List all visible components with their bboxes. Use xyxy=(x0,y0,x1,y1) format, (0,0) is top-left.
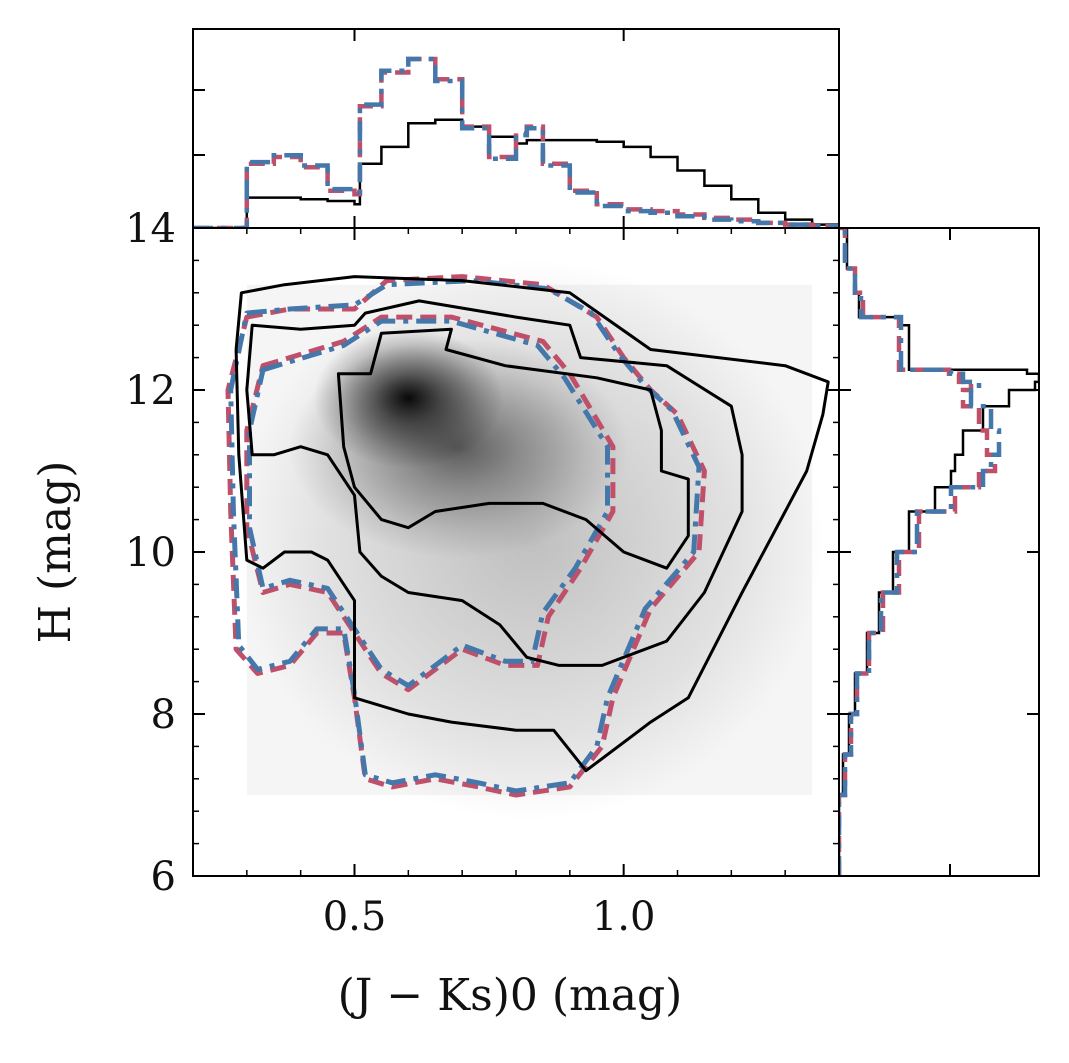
contour-black-solid-outer xyxy=(234,275,830,773)
top-axes-frame xyxy=(192,28,840,229)
y-tick-label: 12 xyxy=(125,368,176,414)
contour-blue-dashdot-middle xyxy=(247,318,610,689)
top-hist-red-dashed xyxy=(193,56,839,228)
contour-black-solid-inner xyxy=(336,327,690,570)
contour-red-dashed-outer xyxy=(225,274,707,798)
main-tick-labels: 0.5 1.0 6 8 10 12 14 xyxy=(125,206,655,940)
top-ticks xyxy=(193,29,839,228)
density-peak xyxy=(313,328,504,469)
y-tick-label: 6 xyxy=(151,854,176,900)
right-histogram-lines xyxy=(839,228,1039,876)
right-marginal-histogram xyxy=(838,227,1040,877)
x-tick-label: 1.0 xyxy=(592,894,656,940)
right-hist-black-solid xyxy=(839,228,1039,876)
contour-red-dashed-middle xyxy=(244,314,616,693)
y-tick-label: 14 xyxy=(125,206,176,252)
right-ticks xyxy=(839,228,1039,876)
x-tick-label: 0.5 xyxy=(323,894,387,940)
density-heatmap xyxy=(235,259,824,821)
main-scatter-panel: 0.5 1.0 6 8 10 12 14 xyxy=(125,206,840,940)
contour-lines xyxy=(225,274,830,798)
right-axes-frame xyxy=(838,227,1040,877)
top-hist-blue-dashdot xyxy=(193,56,839,228)
y-tick-label: 8 xyxy=(151,692,176,738)
top-marginal-histogram xyxy=(192,28,840,229)
y-axis-label: H (mag) xyxy=(30,461,81,644)
right-hist-blue-dashdot xyxy=(839,228,1002,876)
x-axis-label: (J − Ks)0 (mag) xyxy=(338,970,683,1021)
top-histogram-lines xyxy=(193,56,839,228)
contour-black-solid-middle xyxy=(245,299,744,667)
y-tick-label: 10 xyxy=(125,530,176,576)
